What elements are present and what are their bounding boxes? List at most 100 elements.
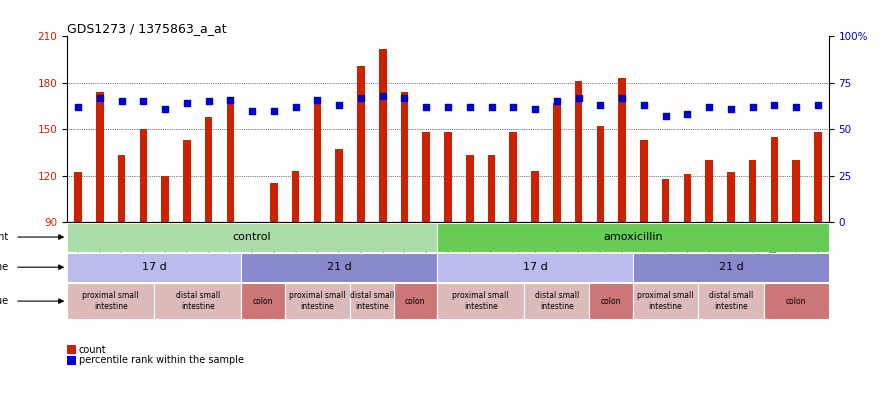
Text: GDS1273 / 1375863_a_at: GDS1273 / 1375863_a_at [67,22,227,35]
Bar [437,253,633,281]
Text: control: control [233,232,271,242]
Text: colon: colon [405,296,426,306]
Bar [633,283,698,319]
Bar [335,149,343,222]
Point [702,104,716,110]
Point [419,104,434,110]
Bar [379,49,386,222]
Bar [618,78,626,222]
Bar [314,98,322,222]
Bar [285,283,350,319]
Point [745,104,760,110]
Text: agent: agent [0,232,8,242]
Bar [487,156,495,222]
Text: tissue: tissue [0,296,8,306]
Bar [241,253,437,281]
Bar [292,171,299,222]
Text: time: time [0,262,8,272]
Bar [227,98,234,222]
Point [637,102,651,108]
Point [202,98,216,104]
Bar [553,103,561,222]
Bar [814,132,822,222]
Text: 21 d: 21 d [719,262,744,272]
Text: 17 d: 17 d [522,262,547,272]
Bar [67,253,241,281]
Text: proximal small
intestine: proximal small intestine [82,292,139,311]
Text: colon: colon [786,296,806,306]
Bar [684,174,691,222]
Bar [633,253,829,281]
Text: distal small
intestine: distal small intestine [349,292,394,311]
Text: count: count [79,345,107,355]
Bar [117,156,125,222]
Point [289,104,303,110]
Text: distal small
intestine: distal small intestine [176,292,220,311]
Point [506,104,521,110]
Point [245,107,259,114]
Text: distal small
intestine: distal small intestine [535,292,579,311]
Point [92,94,107,101]
Bar [401,92,409,222]
Point [572,94,586,101]
Point [267,107,281,114]
Point [659,113,673,119]
Bar [749,160,756,222]
Bar [437,223,829,252]
Point [180,100,194,107]
Bar [393,283,437,319]
Point [71,104,85,110]
Text: proximal small
intestine: proximal small intestine [289,292,346,311]
Bar [640,140,648,222]
Text: amoxicillin: amoxicillin [603,232,663,242]
Point [115,98,129,104]
Bar [444,132,452,222]
Bar [270,183,278,222]
Bar [466,156,474,222]
Point [441,104,455,110]
Point [593,102,607,108]
Point [462,104,477,110]
Point [615,94,629,101]
Text: 21 d: 21 d [327,262,351,272]
Point [397,94,411,101]
Bar [422,132,430,222]
Bar [67,283,154,319]
Point [158,106,172,112]
Text: percentile rank within the sample: percentile rank within the sample [79,355,244,365]
Point [485,104,499,110]
Bar [590,283,633,319]
Point [767,102,781,108]
Point [811,102,825,108]
Text: distal small
intestine: distal small intestine [709,292,753,311]
Point [789,104,804,110]
Point [528,106,542,112]
Bar [705,160,713,222]
Point [223,96,237,103]
Bar [74,173,82,222]
Point [680,111,694,117]
Bar [531,171,538,222]
Point [332,102,347,108]
Point [310,96,324,103]
Bar [183,140,191,222]
Point [375,93,390,99]
Text: 17 d: 17 d [142,262,167,272]
Text: proximal small
intestine: proximal small intestine [637,292,694,311]
Point [136,98,151,104]
Bar [698,283,763,319]
Bar [241,283,285,319]
Bar [67,223,437,252]
Bar [763,283,829,319]
Bar [96,92,104,222]
Bar [510,132,517,222]
Text: proximal small
intestine: proximal small intestine [452,292,509,311]
Point [549,98,564,104]
Point [724,106,738,112]
Point [354,94,368,101]
Text: colon: colon [601,296,622,306]
Bar [161,176,169,222]
Bar [140,129,147,222]
Bar [205,117,212,222]
Text: colon: colon [253,296,273,306]
